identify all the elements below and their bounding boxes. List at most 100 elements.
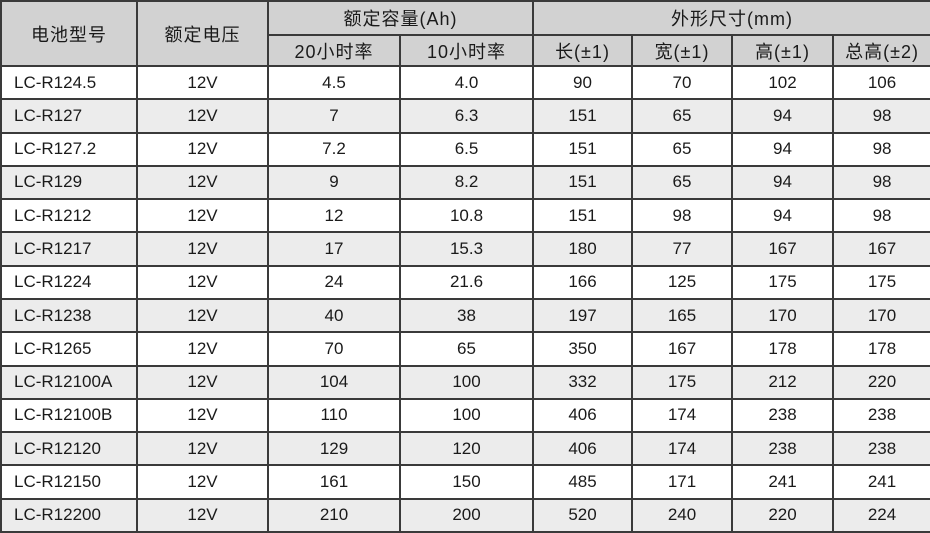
subheader-row: 20小时率 10小时率 长(±1) 宽(±1) 高(±1) 总高(±2) bbox=[1, 34, 930, 67]
cell-voltage: 12V bbox=[136, 131, 269, 167]
cell-width: 65 bbox=[631, 98, 734, 134]
cell-model: LC-R12200 bbox=[0, 497, 138, 533]
table-row: LC-R1224 12V 24 21.6 166 125 175 175 bbox=[0, 264, 930, 300]
cell-capacity-20h: 4.5 bbox=[267, 64, 401, 101]
table-row: LC-R1217 12V 17 15.3 180 77 167 167 bbox=[0, 231, 930, 267]
cell-model: LC-R1265 bbox=[0, 331, 138, 367]
cell-capacity-20h: 7.2 bbox=[267, 131, 401, 167]
cell-length: 90 bbox=[532, 64, 634, 101]
cell-voltage: 12V bbox=[136, 297, 269, 334]
cell-length: 151 bbox=[532, 198, 634, 234]
cell-model: LC-R129 bbox=[0, 164, 138, 201]
cell-voltage: 12V bbox=[136, 464, 269, 500]
cell-total-height: 98 bbox=[832, 131, 930, 167]
cell-width: 174 bbox=[631, 397, 734, 434]
cell-height: 212 bbox=[731, 364, 835, 400]
cell-capacity-20h: 40 bbox=[267, 297, 401, 334]
table-row: LC-R127 12V 7 6.3 151 65 94 98 bbox=[0, 98, 930, 134]
cell-voltage: 12V bbox=[136, 497, 269, 533]
cell-capacity-20h: 70 bbox=[267, 331, 401, 367]
cell-length: 406 bbox=[532, 431, 634, 467]
cell-capacity-10h: 21.6 bbox=[398, 264, 535, 300]
table-row: LC-R124.5 12V 4.5 4.0 90 70 102 106 bbox=[0, 64, 930, 101]
cell-length: 485 bbox=[532, 464, 634, 500]
header-length: 长(±1) bbox=[532, 34, 634, 67]
cell-capacity-20h: 12 bbox=[267, 198, 401, 234]
cell-model: LC-R12120 bbox=[0, 431, 138, 467]
header-voltage: 额定电压 bbox=[136, 0, 269, 67]
cell-total-height: 224 bbox=[832, 497, 930, 533]
cell-total-height: 238 bbox=[832, 431, 930, 467]
cell-capacity-10h: 15.3 bbox=[398, 231, 535, 267]
cell-height: 220 bbox=[731, 497, 835, 533]
cell-height: 170 bbox=[731, 297, 835, 334]
cell-capacity-10h: 10.8 bbox=[398, 198, 535, 234]
cell-length: 197 bbox=[532, 297, 634, 334]
table-body: LC-R124.5 12V 4.5 4.0 90 70 102 106 LC-R127 12V 7 6… bbox=[0, 64, 930, 533]
cell-capacity-20h: 104 bbox=[267, 364, 401, 400]
cell-width: 175 bbox=[631, 364, 734, 400]
table-row: LC-R127.2 12V 7.2 6.5 151 65 94 98 bbox=[0, 131, 930, 167]
cell-voltage: 12V bbox=[136, 431, 269, 467]
cell-total-height: 175 bbox=[832, 264, 930, 300]
cell-height: 238 bbox=[731, 397, 835, 434]
cell-model: LC-R124.5 bbox=[0, 64, 138, 101]
cell-capacity-20h: 17 bbox=[267, 231, 401, 267]
cell-height: 167 bbox=[731, 231, 835, 267]
cell-height: 178 bbox=[731, 331, 835, 367]
cell-model: LC-R1224 bbox=[0, 264, 138, 300]
cell-length: 332 bbox=[532, 364, 634, 400]
cell-capacity-10h: 100 bbox=[398, 397, 535, 434]
cell-width: 174 bbox=[631, 431, 734, 467]
cell-voltage: 12V bbox=[136, 331, 269, 367]
cell-model: LC-R127.2 bbox=[0, 131, 138, 167]
cell-voltage: 12V bbox=[136, 231, 269, 267]
cell-total-height: 241 bbox=[832, 464, 930, 500]
cell-voltage: 12V bbox=[136, 364, 269, 400]
table-row: LC-R12150 12V 161 150 485 171 241 241 bbox=[0, 464, 930, 500]
cell-total-height: 238 bbox=[832, 397, 930, 434]
cell-width: 65 bbox=[631, 131, 734, 167]
cell-capacity-20h: 9 bbox=[267, 164, 401, 201]
cell-height: 102 bbox=[731, 64, 835, 101]
cell-capacity-10h: 8.2 bbox=[398, 164, 535, 201]
cell-model: LC-R1217 bbox=[0, 231, 138, 267]
table-row: LC-R129 12V 9 8.2 151 65 94 98 bbox=[0, 164, 930, 201]
header-height: 高(±1) bbox=[731, 34, 835, 67]
table-row: LC-R12120 12V 129 120 406 174 238 238 bbox=[0, 431, 930, 467]
cell-length: 520 bbox=[532, 497, 634, 533]
cell-capacity-10h: 65 bbox=[398, 331, 535, 367]
cell-length: 151 bbox=[532, 131, 634, 167]
header-capacity-20h: 20小时率 bbox=[267, 34, 401, 67]
cell-model: LC-R1238 bbox=[0, 297, 138, 334]
cell-capacity-20h: 129 bbox=[267, 431, 401, 467]
table-row: LC-R12100B 12V 110 100 406 174 238 238 bbox=[0, 397, 930, 434]
cell-capacity-10h: 6.5 bbox=[398, 131, 535, 167]
cell-total-height: 98 bbox=[832, 198, 930, 234]
cell-length: 180 bbox=[532, 231, 634, 267]
cell-total-height: 170 bbox=[832, 297, 930, 334]
cell-width: 125 bbox=[631, 264, 734, 300]
table-row: LC-R12100A 12V 104 100 332 175 212 220 bbox=[0, 364, 930, 400]
cell-width: 165 bbox=[631, 297, 734, 334]
header-capacity-group: 额定容量(Ah) bbox=[266, 0, 535, 36]
cell-width: 240 bbox=[631, 497, 734, 533]
cell-width: 65 bbox=[631, 164, 734, 201]
cell-length: 166 bbox=[532, 264, 634, 300]
cell-voltage: 12V bbox=[136, 198, 269, 234]
cell-height: 94 bbox=[731, 198, 835, 234]
cell-length: 350 bbox=[532, 331, 634, 367]
cell-length: 406 bbox=[532, 397, 634, 434]
cell-model: LC-R12150 bbox=[0, 464, 138, 500]
cell-voltage: 12V bbox=[136, 264, 269, 300]
cell-height: 175 bbox=[731, 264, 835, 300]
header-capacity-10h: 10小时率 bbox=[398, 34, 535, 67]
cell-model: LC-R127 bbox=[0, 98, 138, 134]
cell-total-height: 98 bbox=[832, 98, 930, 134]
cell-capacity-10h: 200 bbox=[398, 497, 535, 533]
cell-width: 70 bbox=[631, 64, 734, 101]
cell-capacity-10h: 38 bbox=[398, 297, 535, 334]
cell-capacity-20h: 24 bbox=[267, 264, 401, 300]
cell-capacity-10h: 100 bbox=[398, 364, 535, 400]
header-dimensions-group: 外形尺寸(mm) bbox=[532, 0, 930, 36]
